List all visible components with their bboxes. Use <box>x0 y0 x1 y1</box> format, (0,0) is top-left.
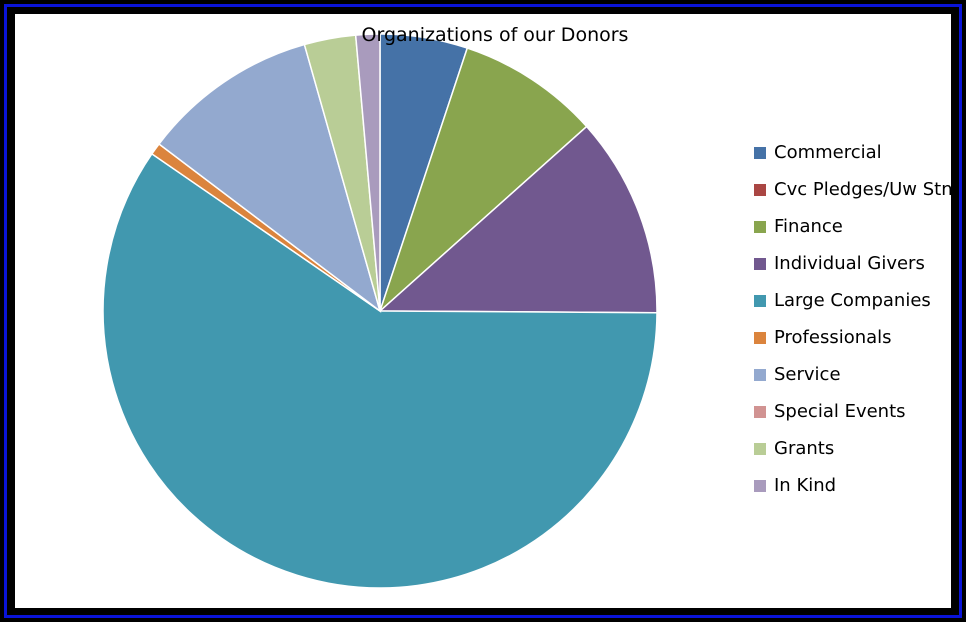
legend-swatch <box>754 183 766 196</box>
legend-label: Professionals <box>774 327 892 348</box>
legend-item: Service <box>754 356 954 393</box>
pie-slice-finance <box>378 47 588 314</box>
legend-swatch <box>754 331 766 344</box>
legend-item: In Kind <box>754 467 954 504</box>
legend-item: Finance <box>754 208 954 245</box>
legend-label: Finance <box>774 216 843 237</box>
legend-swatch <box>754 442 766 455</box>
legend-swatch <box>754 220 766 233</box>
legend-item: Cvc Pledges/Uw Stn <box>754 171 954 208</box>
legend-item: Special Events <box>754 393 954 430</box>
legend-label: Large Companies <box>774 290 931 311</box>
legend-label: Special Events <box>774 401 906 422</box>
legend-label: Individual Givers <box>774 253 925 274</box>
chart-legend: Commercial Cvc Pledges/Uw Stn Finance Indiv… <box>754 134 954 504</box>
pie-slice-individual-givers <box>378 125 658 314</box>
legend-label: Service <box>774 364 841 385</box>
pie-slice-large-companies <box>102 152 658 589</box>
legend-label: Grants <box>774 438 835 459</box>
legend-item: Commercial <box>754 134 954 171</box>
legend-item: Individual Givers <box>754 245 954 282</box>
legend-swatch <box>754 368 766 381</box>
pie-chart <box>102 33 658 589</box>
pie-slice-service <box>157 43 382 313</box>
legend-item: Grants <box>754 430 954 467</box>
legend-swatch <box>754 294 766 307</box>
legend-item: Large Companies <box>754 282 954 319</box>
chart-area: Organizations of our Donors Commercial Cv… <box>15 14 954 608</box>
legend-label: In Kind <box>774 475 837 496</box>
legend-swatch <box>754 146 766 159</box>
chart-title: Organizations of our Donors <box>361 24 629 46</box>
legend-swatch <box>754 479 766 492</box>
legend-item: Professionals <box>754 319 954 356</box>
pie-slice-in-kind <box>354 33 381 312</box>
legend-label: Cvc Pledges/Uw Stn <box>774 179 953 200</box>
legend-swatch <box>754 257 766 270</box>
legend-label: Commercial <box>774 142 882 163</box>
legend-swatch <box>754 405 766 418</box>
